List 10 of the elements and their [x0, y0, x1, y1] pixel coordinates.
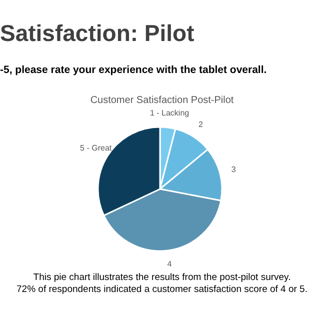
chart-title: Customer Satisfaction Post-Pilot	[90, 95, 234, 106]
text: This pie chart illustrates the results from the post-pilot survey.	[33, 272, 291, 283]
slice-label: 1 - Lacking	[150, 108, 190, 118]
slice-label: 2	[198, 120, 204, 129]
slice-label: 3	[231, 165, 236, 174]
text: Satisfaction: Pilot	[0, 20, 195, 46]
text: 72% of respondents indicated a customer satisfaction score of 4 or 5.	[16, 284, 308, 295]
text: -5, please rate your experience with the tablet overall.	[0, 64, 267, 76]
slice-label: 4	[167, 259, 172, 268]
slice-label: 5 - Great	[80, 143, 112, 152]
